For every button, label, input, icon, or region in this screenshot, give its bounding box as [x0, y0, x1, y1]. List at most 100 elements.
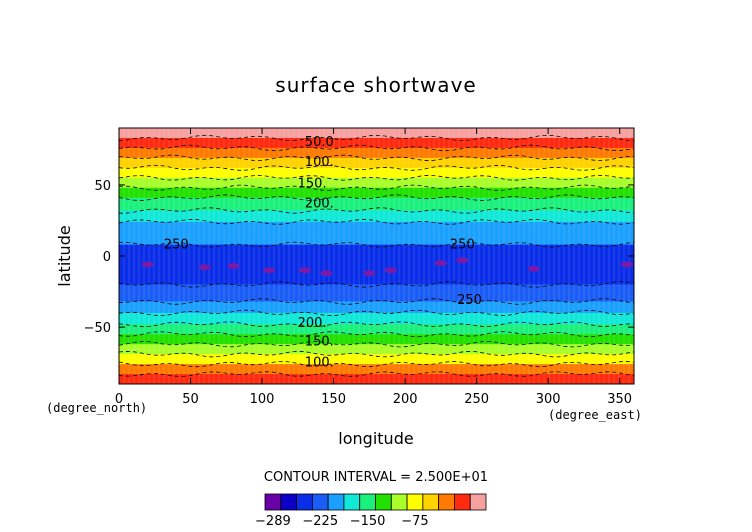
color-band-8 — [119, 210, 634, 223]
contour-label-0: 50.0 — [305, 135, 334, 150]
x-tick-label: 350 — [607, 392, 632, 407]
x-tick-label: 50 — [182, 392, 199, 407]
x-tick-label: 150 — [321, 392, 346, 407]
colorbar-swatch-4 — [327, 493, 345, 511]
colorbar — [264, 493, 487, 511]
colorbar-swatch-2 — [296, 493, 313, 511]
color-band-1 — [119, 137, 634, 149]
x-tick-label: 250 — [464, 392, 489, 407]
contour-line-15 — [118, 331, 635, 338]
plot-area — [118, 128, 635, 385]
x-tick-label: 300 — [536, 392, 561, 407]
contour-label-3: 200. — [305, 196, 334, 211]
color-band-0 — [119, 128, 634, 139]
color-band-19 — [119, 374, 634, 385]
contour-label-4: 250 — [164, 238, 189, 253]
contour-line-1 — [118, 134, 635, 142]
color-band-10 — [119, 244, 634, 285]
contour-label-5: 250 — [450, 238, 475, 253]
contour-labels: 50.0 100. 150. 200. 250 250 250 200. 150. 100. — [164, 135, 482, 370]
colorbar-swatch-6 — [359, 493, 376, 511]
y-tick-label: 50 — [94, 179, 111, 194]
contour-interval: CONTOUR INTERVAL = 2.500E+01 — [264, 470, 488, 485]
contour-label-8: 150. — [305, 334, 334, 349]
chart-title: surface shortwave — [275, 73, 476, 97]
colorbar-swatch-9 — [406, 493, 424, 511]
contour-line-13 — [118, 309, 635, 317]
colorbar-swatch-3 — [311, 493, 329, 511]
contour-label-1: 100. — [305, 155, 334, 170]
y-tick-label: −50 — [84, 321, 111, 336]
x-tick-label: 100 — [250, 392, 275, 407]
contour-line-12 — [118, 298, 635, 305]
contour-line-3 — [118, 154, 634, 162]
colorbar-swatch-1 — [280, 493, 297, 511]
color-band-6 — [119, 187, 634, 199]
x-axis-label: longitude — [338, 429, 413, 448]
contour-line-16 — [118, 341, 635, 348]
color-band-16 — [119, 344, 634, 355]
colorbar-swatch-8 — [390, 493, 408, 511]
y-tick-label: 0 — [103, 250, 111, 265]
contour-line-18 — [118, 361, 635, 368]
x-unit-label: (degree_east) — [548, 408, 642, 422]
color-band-17 — [119, 354, 634, 365]
color-band-15 — [119, 334, 634, 345]
y-axis-label: latitude — [55, 225, 74, 286]
contour-label-7: 200. — [298, 316, 327, 331]
y-axis: 50 0 −50 — [84, 179, 634, 336]
contour-line-7 — [118, 194, 635, 201]
contour-line-14 — [118, 321, 635, 328]
contour-line-2 — [118, 144, 635, 152]
contour-label-6: 250 — [457, 293, 482, 308]
purple-patch-8 — [434, 260, 447, 267]
x-tick-label: 200 — [393, 392, 418, 407]
color-band-14 — [119, 324, 634, 335]
purple-patch-5 — [320, 270, 333, 277]
purple-patch-1 — [198, 264, 211, 271]
color-band-3 — [119, 157, 634, 169]
colorbar-label: −225 — [302, 514, 338, 529]
purple-patch-2 — [227, 262, 240, 269]
color-band-4 — [119, 167, 634, 179]
purple-patch-0 — [141, 261, 154, 268]
color-band-18 — [119, 364, 634, 375]
purple-patch-10 — [527, 265, 540, 272]
colorbar-swatch-7 — [375, 493, 392, 511]
color-band-5 — [119, 177, 634, 189]
contour-line-19 — [118, 371, 635, 377]
purple-patch-6 — [363, 270, 376, 277]
contour-line-17 — [118, 350, 635, 358]
purple-patch-4 — [298, 267, 311, 274]
contour-line-4 — [118, 164, 635, 171]
colorbar-swatch-0 — [264, 493, 282, 511]
color-band-12 — [119, 301, 634, 314]
color-band-7 — [119, 197, 634, 211]
colorbar-label: −150 — [350, 514, 386, 529]
colorbar-swatch-10 — [422, 493, 440, 511]
contour-line-11 — [118, 281, 635, 288]
purple-patch-3 — [263, 267, 276, 274]
y-unit-label: (degree_north) — [46, 401, 147, 415]
contour-label-9: 100. — [305, 356, 334, 371]
colorbar-swatch-13 — [469, 493, 487, 511]
colorbar-labels: −289 −225 −150 −75 — [255, 514, 429, 529]
contour-line-9 — [118, 218, 635, 225]
colorbar-label: −289 — [255, 514, 291, 529]
colorbar-swatch-12 — [454, 493, 471, 511]
x-tick-label: 0 — [115, 392, 123, 407]
contour-line-6 — [118, 184, 635, 191]
purple-patch-7 — [384, 267, 397, 274]
colorbar-swatch-11 — [438, 493, 455, 511]
colorbar-swatch-5 — [343, 493, 361, 511]
color-band-11 — [119, 284, 634, 303]
contour-line-5 — [118, 174, 635, 181]
colorbar-label: −75 — [401, 514, 428, 529]
contour-line-8 — [118, 207, 635, 214]
purple-patch-11 — [620, 261, 633, 268]
color-band-2 — [119, 147, 634, 159]
purple-patch-9 — [456, 257, 469, 264]
color-band-13 — [119, 312, 634, 325]
contour-line-10 — [118, 241, 635, 248]
